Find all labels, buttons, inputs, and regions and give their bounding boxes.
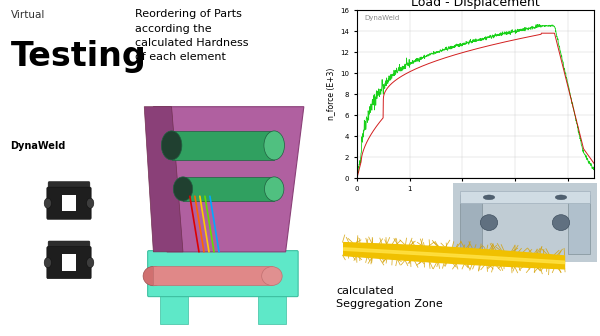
Ellipse shape [86, 258, 94, 268]
Ellipse shape [173, 177, 193, 201]
Text: calculated
Seggregation Zone: calculated Seggregation Zone [336, 286, 443, 309]
Ellipse shape [143, 266, 164, 286]
FancyBboxPatch shape [148, 251, 298, 297]
FancyBboxPatch shape [47, 187, 91, 219]
Ellipse shape [262, 267, 282, 286]
Ellipse shape [553, 215, 569, 230]
Ellipse shape [86, 198, 94, 208]
Ellipse shape [265, 177, 284, 201]
Ellipse shape [44, 258, 52, 268]
Text: DynaWeld: DynaWeld [11, 141, 66, 151]
Y-axis label: n_force (E+3): n_force (E+3) [326, 68, 335, 120]
Bar [183, 177, 274, 201]
Polygon shape [154, 107, 304, 252]
Bar [62, 195, 76, 211]
Text: DynaWeld: DynaWeld [364, 15, 400, 21]
Text: Reordering of Parts
according the
calculated Hardness
of each element: Reordering of Parts according the calcul… [135, 9, 248, 62]
Bar [460, 195, 482, 254]
Ellipse shape [44, 198, 52, 208]
FancyBboxPatch shape [48, 241, 90, 273]
Bar [258, 288, 286, 325]
Ellipse shape [483, 195, 495, 200]
Bar [160, 288, 188, 325]
Title: Load - Displacement: Load - Displacement [411, 0, 540, 9]
Ellipse shape [264, 131, 284, 160]
FancyBboxPatch shape [47, 247, 91, 279]
Bar [154, 266, 272, 285]
Text: Testing: Testing [11, 40, 146, 73]
Text: Virtual: Virtual [11, 10, 45, 20]
FancyBboxPatch shape [48, 182, 90, 214]
Bar [460, 191, 590, 203]
Ellipse shape [555, 195, 567, 200]
Bar [62, 254, 76, 271]
Ellipse shape [481, 215, 497, 230]
Bar [172, 131, 274, 160]
Bar [568, 195, 590, 254]
Ellipse shape [161, 131, 182, 160]
Polygon shape [144, 107, 183, 252]
X-axis label: Time (E-03): Time (E-03) [454, 197, 497, 206]
